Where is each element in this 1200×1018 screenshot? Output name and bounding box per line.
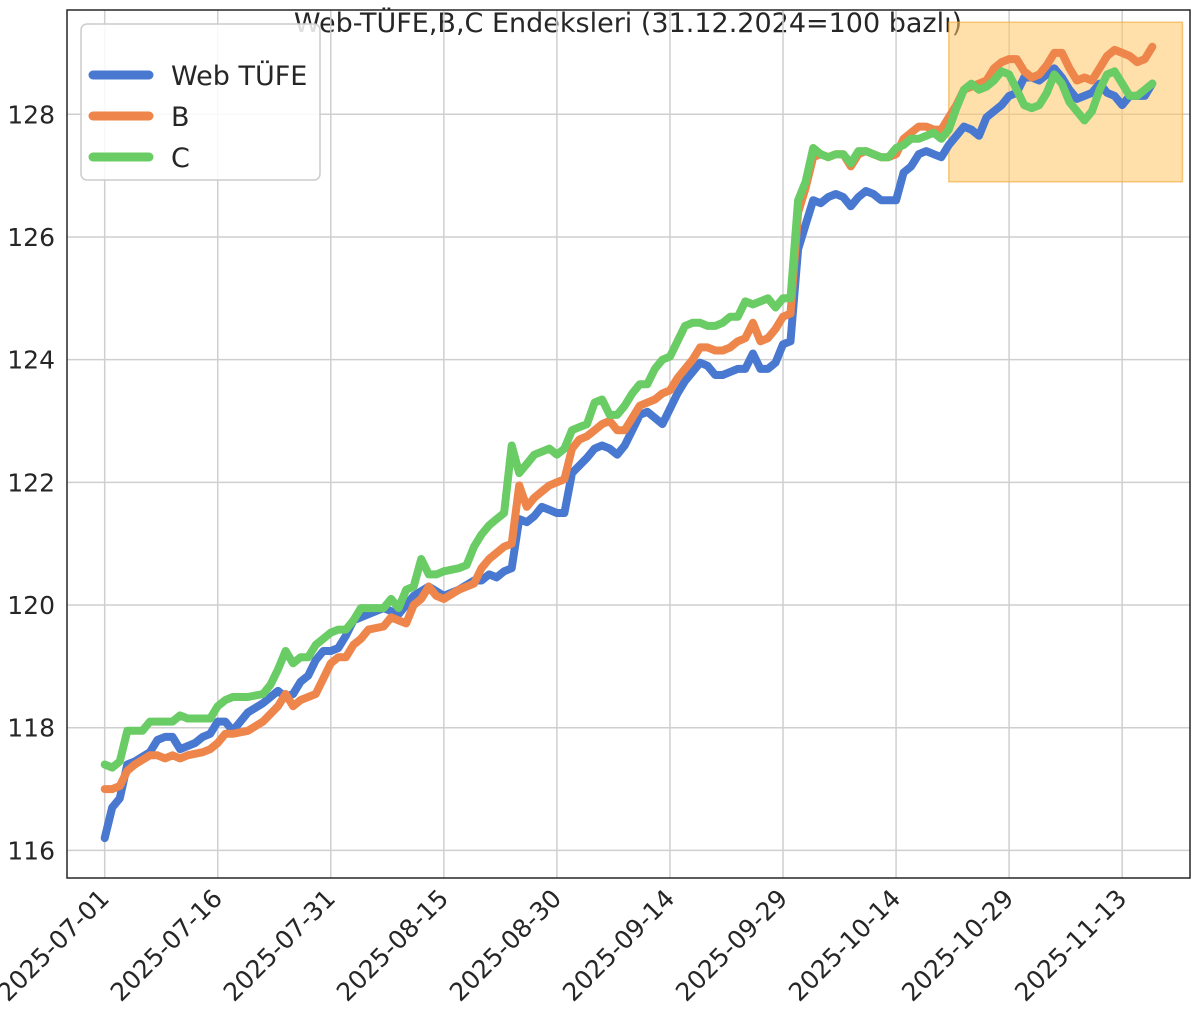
y-tick-label: 126 (7, 223, 55, 252)
x-tick-label: 2025-10-14 (783, 884, 906, 1007)
legend-label: B (171, 102, 190, 133)
y-tick-label: 122 (7, 468, 55, 497)
y-tick-label: 116 (7, 836, 55, 865)
legend: Web TÜFE BC (80, 23, 321, 181)
plot-frame (66, 9, 1191, 879)
x-tick-label: 2025-10-29 (896, 884, 1019, 1007)
x-axis-ticks: 2025-07-012025-07-162025-07-312025-08-15… (0, 884, 1132, 1007)
y-tick-label: 120 (7, 591, 55, 620)
y-tick-label: 128 (7, 100, 55, 129)
x-tick-label: 2025-07-01 (0, 884, 115, 1007)
x-tick-label: 2025-08-15 (331, 884, 454, 1007)
y-tick-label: 118 (7, 714, 55, 743)
y-axis-ticks: 116 118 120 122 124 126 128 (7, 100, 55, 865)
x-tick-label: 2025-11-13 (1009, 884, 1132, 1007)
legend-box (80, 23, 321, 181)
x-tick-label: 2025-09-14 (557, 884, 680, 1007)
x-tick-label: 2025-09-29 (670, 884, 793, 1007)
legend-label: C (171, 143, 190, 174)
legend-label: Web TÜFE (171, 60, 307, 92)
x-tick-label: 2025-07-16 (105, 884, 228, 1007)
series-line-3 (100, 67, 1157, 772)
series-line-1 (100, 64, 1157, 843)
x-tick-label: 2025-07-31 (218, 884, 341, 1007)
series-line-2 (100, 42, 1157, 794)
series-layer (100, 42, 1157, 843)
x-tick-label: 2025-08-30 (444, 884, 567, 1007)
y-tick-label: 124 (7, 346, 55, 375)
chart-title: Web-TÜFE,B,C Endeksleri (31.12.2024=100 … (294, 7, 962, 39)
